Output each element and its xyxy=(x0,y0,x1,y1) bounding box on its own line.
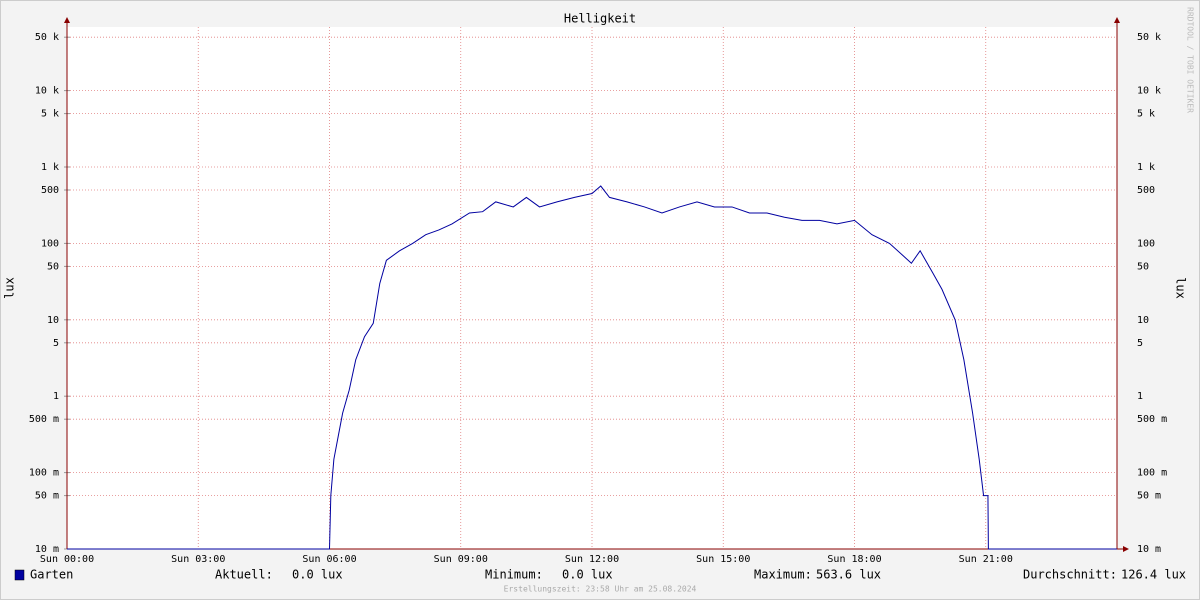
legend-stat: 126.4 lux xyxy=(1121,568,1186,582)
y-tick-label-right: 50 xyxy=(1137,261,1149,272)
y-tick-label: 50 m xyxy=(35,491,59,502)
y-tick-label: 10 m xyxy=(35,544,59,555)
legend-stat-label: Maximum: xyxy=(754,568,812,582)
y-axis-label-right: lux xyxy=(1174,277,1188,299)
y-tick-label-right: 500 m xyxy=(1137,414,1167,425)
legend-stat-label: Durchschnitt: xyxy=(1023,568,1117,582)
y-tick-label-right: 1 k xyxy=(1137,162,1155,173)
y-tick-label-right: 1 xyxy=(1137,391,1143,402)
y-tick-label: 5 xyxy=(53,338,59,349)
y-tick-label-right: 10 m xyxy=(1137,544,1161,555)
x-tick-label: Sun 00:00 xyxy=(40,554,94,565)
y-tick-label: 5 k xyxy=(41,109,59,120)
x-tick-label: Sun 09:00 xyxy=(434,554,488,565)
y-tick-label-right: 5 k xyxy=(1137,109,1155,120)
footer: Erstellungszeit: 23:58 Uhr am 25.08.2024 xyxy=(504,585,697,594)
y-tick-label-right: 50 m xyxy=(1137,491,1161,502)
y-tick-label: 1 xyxy=(53,391,59,402)
y-tick-label-right: 5 xyxy=(1137,338,1143,349)
legend-swatch xyxy=(14,569,25,581)
y-tick-label-right: 100 xyxy=(1137,238,1155,249)
y-tick-label: 500 m xyxy=(29,414,59,425)
legend-stat-label: Aktuell: xyxy=(215,568,273,582)
y-axis-label: lux xyxy=(3,277,17,299)
chart-title: Helligkeit xyxy=(564,12,636,26)
y-tick-label: 10 k xyxy=(35,86,59,97)
y-tick-label: 50 xyxy=(47,261,59,272)
arrow xyxy=(1114,17,1120,23)
y-tick-label-right: 10 k xyxy=(1137,86,1161,97)
y-tick-label-right: 500 xyxy=(1137,185,1155,196)
arrow xyxy=(1123,546,1129,552)
legend-stat: 0.0 lux xyxy=(292,568,343,582)
x-tick-label: Sun 15:00 xyxy=(696,554,750,565)
y-tick-label: 100 xyxy=(41,238,59,249)
x-tick-label: Sun 12:00 xyxy=(565,554,619,565)
legend-stat: 563.6 lux xyxy=(816,568,881,582)
y-tick-label-right: 50 k xyxy=(1137,32,1161,43)
data-line xyxy=(67,185,1117,550)
y-tick-label: 500 xyxy=(41,185,59,196)
x-tick-label: Sun 03:00 xyxy=(171,554,225,565)
y-tick-label: 1 k xyxy=(41,162,59,173)
x-tick-label: Sun 18:00 xyxy=(827,554,881,565)
arrow xyxy=(64,17,70,23)
y-tick-label: 100 m xyxy=(29,468,59,479)
legend-stat: 0.0 lux xyxy=(562,568,613,582)
watermark: RRDTOOL / TOBI OETIKER xyxy=(1186,7,1195,113)
x-tick-label: Sun 21:00 xyxy=(959,554,1013,565)
y-tick-label-right: 100 m xyxy=(1137,468,1167,479)
y-tick-label: 10 xyxy=(47,315,59,326)
x-tick-label: Sun 06:00 xyxy=(302,554,356,565)
y-tick-label: 50 k xyxy=(35,32,59,43)
legend-label: Garten xyxy=(30,568,73,582)
legend-stat-label: Minimum: xyxy=(485,568,543,582)
y-tick-label-right: 10 xyxy=(1137,315,1149,326)
